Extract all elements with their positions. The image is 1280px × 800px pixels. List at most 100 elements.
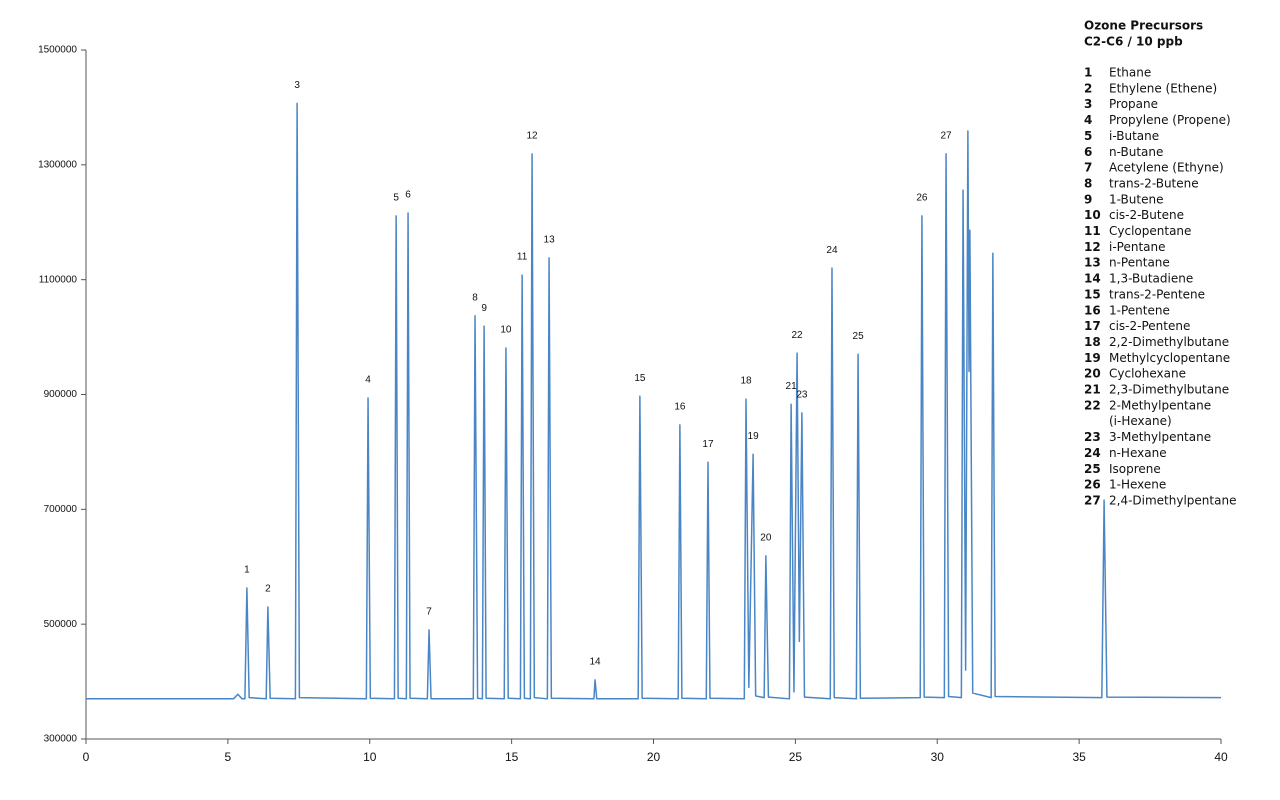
peak-label: 26 [916,193,928,204]
peak-label: 22 [792,330,804,341]
legend-name: 2,4-Dimethylpentane [1109,493,1236,507]
legend-number: 15 [1084,287,1101,301]
legend-number: 12 [1084,240,1101,254]
x-tick-label: 15 [505,750,519,764]
legend-number: 11 [1084,224,1101,238]
legend-number: 24 [1084,446,1101,460]
legend-name: trans-2-Pentene [1109,287,1205,301]
legend-name: cis-2-Pentene [1109,319,1190,333]
legend-name: (i-Hexane) [1109,414,1172,428]
legend-number: 1 [1084,66,1092,80]
legend-number: 27 [1084,493,1101,507]
x-tick-label: 5 [225,750,232,764]
peak-label: 13 [544,234,556,245]
legend-number: 10 [1084,208,1101,222]
legend-name: Ethane [1109,66,1151,80]
legend-number: 5 [1084,129,1092,143]
legend-name: 1-Butene [1109,192,1163,206]
peak-label: 12 [526,131,538,142]
legend-number: 19 [1084,351,1101,365]
peak-label: 21 [786,381,798,392]
peak-label: 24 [826,245,838,256]
legend-name: Methylcyclopentane [1109,351,1230,365]
legend-name: Cyclohexane [1109,367,1186,381]
peak-label: 5 [393,193,399,204]
legend-name: 2,3-Dimethylbutane [1109,383,1229,397]
peak-label: 14 [589,657,601,668]
legend-name: Isoprene [1109,462,1161,476]
legend-name: cis-2-Butene [1109,208,1184,222]
legend-name: Propane [1109,97,1158,111]
legend-number: 17 [1084,319,1101,333]
peak-label: 10 [500,325,512,336]
legend-name: n-Pentane [1109,256,1170,270]
legend-name: Ethylene (Ethene) [1109,81,1217,95]
legend-number: 3 [1084,97,1092,111]
x-tick-label: 40 [1214,750,1228,764]
peak-label: 1 [244,565,250,576]
peak-label: 8 [472,292,478,303]
x-tick-label: 20 [647,750,661,764]
peak-label: 7 [426,607,432,618]
legend-number: 2 [1084,81,1092,95]
legend-number: 16 [1084,303,1101,317]
y-tick-label: 700000 [44,504,78,515]
legend-number: 26 [1084,478,1101,492]
legend-name: i-Butane [1109,129,1159,143]
legend-number: 9 [1084,192,1092,206]
legend-number: 22 [1084,398,1101,412]
legend-number: 21 [1084,383,1101,397]
legend-name: 1-Hexene [1109,478,1166,492]
peak-label: 20 [760,532,772,543]
peak-label: 9 [481,303,487,314]
legend-number: 7 [1084,161,1092,175]
legend-name: 2-Methylpentane [1109,398,1211,412]
x-tick-label: 0 [83,750,90,764]
legend-name: 1,3-Butadiene [1109,272,1193,286]
legend-name: 2,2-Dimethylbutane [1109,335,1229,349]
peak-label: 17 [702,439,714,450]
y-tick-label: 1300000 [38,159,77,170]
peak-label: 4 [365,375,371,386]
peak-label: 23 [796,390,808,401]
legend-number: 6 [1084,145,1092,159]
legend-name: 3-Methylpentane [1109,430,1211,444]
legend-number: 14 [1084,272,1101,286]
legend-title: Ozone Precursors [1084,19,1203,33]
y-tick-label: 300000 [44,734,78,745]
peak-label: 27 [940,131,952,142]
legend-name: Propylene (Propene) [1109,113,1231,127]
y-tick-label: 900000 [44,389,78,400]
peak-label: 16 [674,402,686,413]
legend-name: n-Butane [1109,145,1163,159]
legend-name: 1-Pentene [1109,303,1170,317]
peak-label: 18 [740,376,752,387]
y-tick-label: 500000 [44,619,78,630]
legend-number: 13 [1084,256,1101,270]
x-tick-label: 10 [363,750,377,764]
y-tick-label: 1500000 [38,45,77,56]
legend-number: 25 [1084,462,1101,476]
y-tick-label: 1100000 [39,274,78,285]
legend-name: n-Hexane [1109,446,1167,460]
legend-subtitle: C2-C6 / 10 ppb [1084,35,1183,49]
peak-label: 15 [634,373,646,384]
legend-number: 18 [1084,335,1101,349]
peak-label: 11 [517,252,528,263]
legend-name: Cyclopentane [1109,224,1191,238]
legend-number: 8 [1084,176,1092,190]
legend-number: 23 [1084,430,1101,444]
x-tick-label: 25 [789,750,803,764]
peak-label: 6 [405,190,411,201]
legend-name: Acetylene (Ethyne) [1109,161,1224,175]
peak-label: 2 [265,584,271,595]
legend-name: trans-2-Butene [1109,176,1199,190]
peak-label: 19 [748,431,760,442]
legend-number: 20 [1084,367,1101,381]
legend-number: 4 [1084,113,1092,127]
x-tick-label: 30 [931,750,945,764]
x-tick-label: 35 [1072,750,1086,764]
peak-label: 3 [294,80,300,91]
